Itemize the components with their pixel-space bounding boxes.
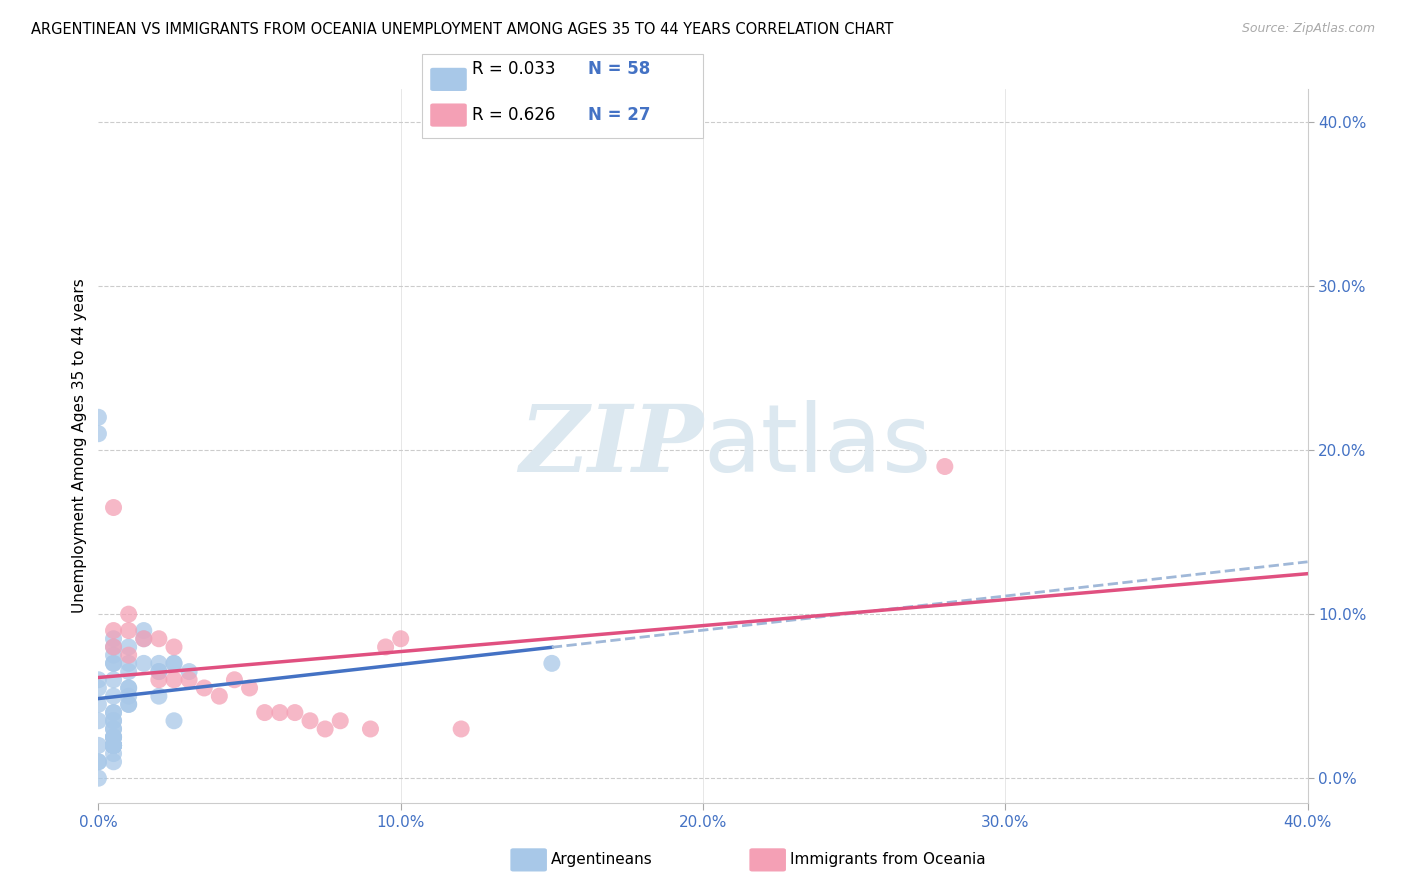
Point [103, 624, 125, 638]
Point [103, 706, 125, 720]
Point [103, 657, 125, 671]
Point [103, 689, 125, 703]
Point [132, 632, 155, 646]
Point [103, 730, 125, 744]
Point [103, 730, 125, 744]
Text: ARGENTINEAN VS IMMIGRANTS FROM OCEANIA UNEMPLOYMENT AMONG AGES 35 TO 44 YEARS CO: ARGENTINEAN VS IMMIGRANTS FROM OCEANIA U… [31, 22, 893, 37]
Point [118, 648, 141, 662]
Point [118, 640, 141, 654]
Point [103, 648, 125, 662]
Point [103, 673, 125, 687]
Text: N = 27: N = 27 [588, 106, 650, 124]
Point [103, 706, 125, 720]
Point [163, 657, 186, 671]
Point [118, 665, 141, 679]
Point [132, 624, 155, 638]
Point [299, 714, 322, 728]
Point [103, 730, 125, 744]
Point [103, 739, 125, 753]
Point [163, 657, 186, 671]
Point [179, 665, 201, 679]
Point [103, 722, 125, 736]
Point [148, 665, 170, 679]
Point [103, 640, 125, 654]
Point [374, 640, 396, 654]
Text: Source: ZipAtlas.com: Source: ZipAtlas.com [1241, 22, 1375, 36]
Point [148, 657, 170, 671]
Text: R = 0.626: R = 0.626 [472, 106, 555, 124]
Point [103, 739, 125, 753]
Point [208, 689, 231, 703]
Point [118, 681, 141, 695]
Point [87, 771, 110, 785]
Point [87, 698, 110, 712]
Point [389, 632, 412, 646]
Point [103, 755, 125, 769]
Point [103, 657, 125, 671]
Point [163, 640, 186, 654]
Point [103, 739, 125, 753]
Text: R = 0.033: R = 0.033 [472, 60, 555, 78]
Point [87, 714, 110, 728]
Point [87, 681, 110, 695]
Point [103, 730, 125, 744]
Point [118, 657, 141, 671]
Point [284, 706, 307, 720]
Point [148, 632, 170, 646]
Point [87, 673, 110, 687]
Point [87, 410, 110, 425]
Point [239, 681, 262, 695]
Point [360, 722, 382, 736]
Point [103, 739, 125, 753]
Point [87, 426, 110, 441]
Point [224, 673, 246, 687]
Point [87, 755, 110, 769]
Text: Argentineans: Argentineans [551, 853, 652, 867]
Point [118, 607, 141, 622]
Point [253, 706, 276, 720]
Text: ZIP: ZIP [519, 401, 703, 491]
Point [103, 632, 125, 646]
Point [148, 665, 170, 679]
Y-axis label: Unemployment Among Ages 35 to 44 years: Unemployment Among Ages 35 to 44 years [72, 278, 87, 614]
Point [103, 714, 125, 728]
Point [103, 739, 125, 753]
Point [163, 714, 186, 728]
Point [314, 722, 336, 736]
Point [934, 459, 956, 474]
Point [103, 500, 125, 515]
Point [87, 755, 110, 769]
Point [118, 624, 141, 638]
Text: Immigrants from Oceania: Immigrants from Oceania [790, 853, 986, 867]
Point [148, 673, 170, 687]
Point [132, 657, 155, 671]
Point [118, 681, 141, 695]
Point [87, 739, 110, 753]
Point [132, 632, 155, 646]
Point [329, 714, 352, 728]
Point [450, 722, 472, 736]
Point [148, 689, 170, 703]
Text: atlas: atlas [703, 400, 931, 492]
Point [103, 739, 125, 753]
Point [103, 739, 125, 753]
Point [118, 698, 141, 712]
Point [193, 681, 215, 695]
Point [103, 640, 125, 654]
Point [103, 714, 125, 728]
Point [118, 698, 141, 712]
Point [118, 689, 141, 703]
Text: N = 58: N = 58 [588, 60, 650, 78]
Point [103, 739, 125, 753]
Point [103, 722, 125, 736]
Point [179, 673, 201, 687]
Point [163, 673, 186, 687]
Point [103, 747, 125, 761]
Point [103, 739, 125, 753]
Point [540, 657, 562, 671]
Point [269, 706, 291, 720]
